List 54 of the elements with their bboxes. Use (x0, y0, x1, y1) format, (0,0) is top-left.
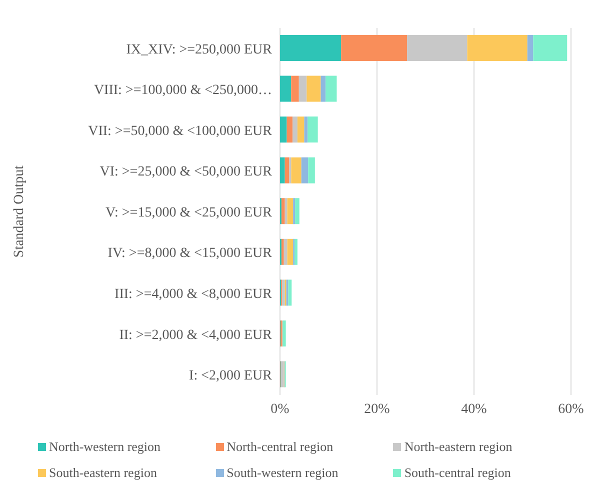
bar (294, 238, 298, 265)
bar (291, 76, 299, 102)
y-tick-label: II: >=2,000 & <4,000 EUR (119, 328, 273, 343)
bar (533, 35, 568, 61)
bar (527, 35, 534, 61)
y-tick-label: VIII: >=100,000 & <250,000… (94, 83, 272, 98)
legend-label: South-central region (404, 465, 511, 481)
bar (284, 238, 288, 265)
bar (281, 238, 284, 265)
bar (407, 35, 468, 61)
bar (280, 76, 292, 102)
bar (326, 76, 337, 102)
bar (291, 157, 302, 184)
legend-label: South-eastern region (49, 465, 157, 481)
y-tick-label: IV: >=8,000 & <15,000 EUR (108, 246, 273, 262)
y-axis-title: Standard Output (12, 165, 27, 258)
legend-label: South-western region (226, 465, 338, 481)
y-tick-label: I: <2,000 EUR (189, 368, 273, 384)
y-tick-label: V: >=15,000 & <25,000 EUR (105, 205, 273, 220)
bar (280, 35, 342, 61)
bar (288, 280, 292, 306)
bar (281, 198, 285, 224)
bar (280, 157, 285, 184)
bar (292, 116, 298, 143)
bar (280, 361, 284, 388)
y-tick-label: III: >=4,000 & <8,000 EUR (114, 287, 273, 302)
bar (308, 157, 315, 184)
y-tick-label: VII: >=50,000 & <100,000 EUR (88, 124, 273, 139)
bar (306, 76, 321, 102)
bar (308, 116, 318, 143)
bar (301, 157, 308, 184)
bar (284, 157, 290, 184)
bar (284, 198, 288, 224)
bar (298, 76, 307, 102)
legend-label: North-central region (226, 439, 334, 455)
legend-label: North-western region (49, 439, 161, 455)
x-tick-label: 60% (558, 402, 584, 417)
bar (287, 198, 294, 224)
x-tick-label: 40% (461, 402, 488, 417)
bar (297, 116, 304, 143)
bar (286, 116, 293, 143)
bar (282, 280, 285, 306)
legend-label: North-eastern region (404, 439, 512, 455)
y-tick-label: VI: >=25,000 & <50,000 EUR (100, 164, 273, 180)
bar (341, 35, 408, 61)
y-tick-label: IX_XIV: >=250,000 EUR (126, 42, 273, 58)
bar (467, 35, 528, 61)
bar (287, 238, 294, 265)
bar (280, 116, 287, 143)
bar (295, 198, 300, 224)
bar (320, 76, 326, 102)
bar (282, 320, 286, 346)
x-tick-label: 20% (364, 402, 390, 417)
x-tick-label: 0% (270, 402, 290, 417)
